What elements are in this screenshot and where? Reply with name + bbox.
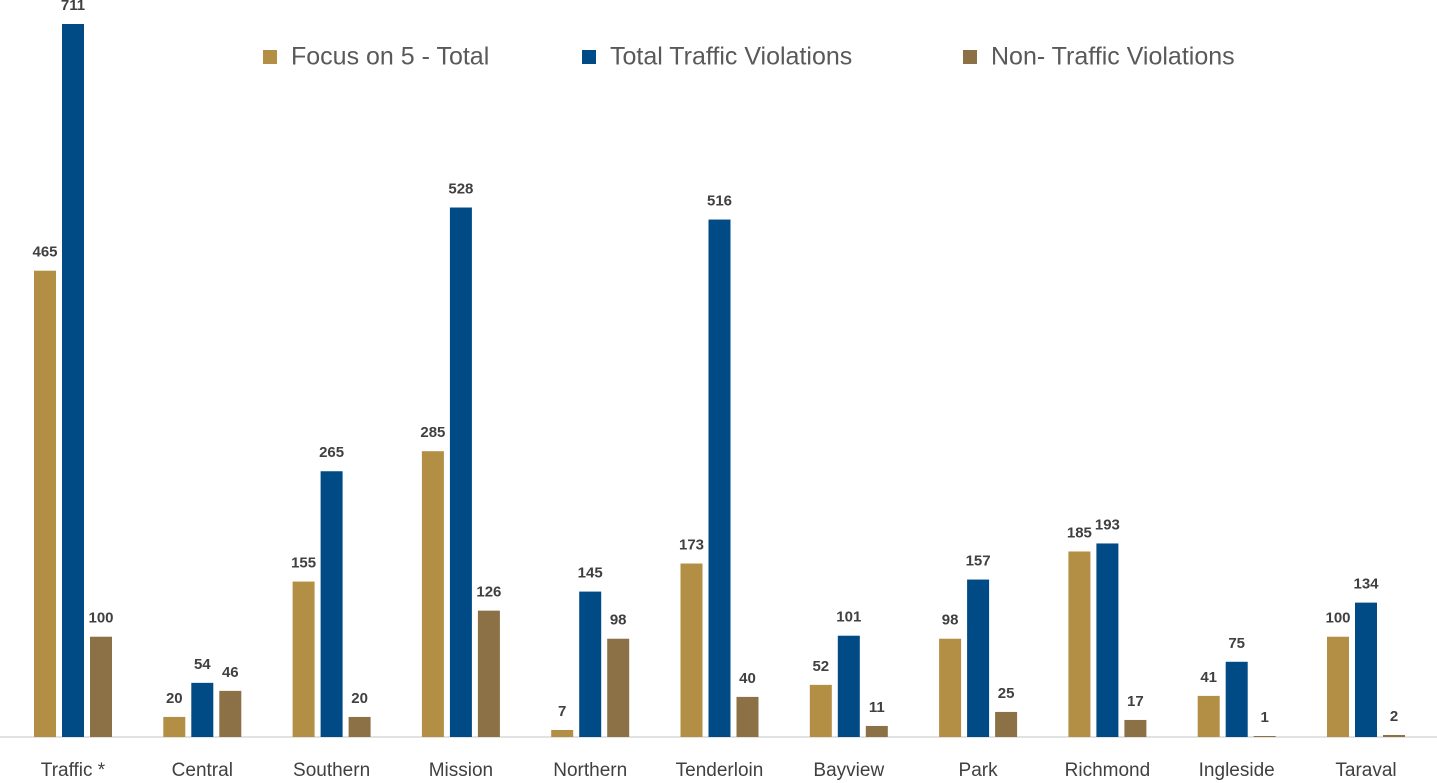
bar (421, 451, 444, 737)
bar (191, 682, 214, 737)
legend-swatch (963, 50, 977, 64)
value-label: 17 (1127, 693, 1144, 710)
value-label: 40 (739, 670, 756, 687)
bar (449, 207, 472, 737)
value-label: 75 (1228, 635, 1245, 652)
value-label: 465 (32, 244, 57, 261)
bar (348, 716, 371, 737)
value-label: 54 (194, 656, 211, 673)
value-label: 265 (319, 444, 344, 461)
legend-label: Non- Traffic Violations (991, 43, 1235, 71)
bar (1197, 695, 1220, 737)
bar (708, 219, 731, 737)
bar (607, 638, 630, 737)
value-label: 25 (998, 685, 1015, 702)
bar (579, 591, 602, 737)
x-tick-label: Southern (293, 760, 370, 781)
value-label: 52 (812, 658, 829, 675)
bar (163, 716, 186, 737)
x-tick-label: Traffic * (41, 760, 106, 781)
value-label: 20 (351, 690, 368, 707)
value-label: 41 (1200, 669, 1217, 686)
bar (680, 563, 703, 737)
bar (995, 711, 1018, 737)
value-label: 126 (476, 584, 501, 601)
value-label: 285 (420, 424, 445, 441)
x-tick-label: Northern (553, 760, 627, 781)
value-label: 193 (1095, 516, 1120, 533)
bar (219, 690, 242, 737)
x-tick-label: Taraval (1335, 760, 1396, 781)
bar (1253, 735, 1276, 737)
legend-label: Focus on 5 - Total (291, 43, 489, 71)
value-label: 7 (558, 703, 566, 720)
bar (1327, 636, 1349, 737)
bar (292, 581, 315, 737)
bar (1383, 734, 1405, 737)
bar (551, 729, 574, 737)
value-label: 1 (1261, 709, 1269, 726)
bar (1124, 719, 1147, 737)
value-label: 155 (291, 555, 316, 572)
value-label: 101 (836, 609, 861, 626)
bar (320, 471, 343, 737)
bar (967, 579, 990, 737)
value-label: 516 (707, 193, 732, 210)
value-label: 145 (578, 565, 603, 582)
bar (477, 610, 500, 737)
bar (34, 270, 56, 737)
value-label: 98 (942, 612, 959, 629)
x-tick-label: Park (959, 760, 999, 781)
bar (939, 638, 962, 737)
value-label: 100 (88, 610, 113, 627)
bar (1355, 602, 1377, 737)
legend-swatch (263, 50, 277, 64)
x-tick-label: Tenderloin (676, 760, 764, 781)
bar (1225, 661, 1248, 737)
value-label: 528 (448, 180, 473, 197)
x-tick-label: Mission (429, 760, 493, 781)
value-label: 711 (61, 0, 85, 14)
x-tick-label: Richmond (1065, 760, 1151, 781)
value-label: 134 (1353, 576, 1379, 593)
value-label: 11 (869, 699, 885, 716)
value-label: 20 (166, 690, 183, 707)
value-label: 2 (1390, 708, 1398, 725)
value-label: 100 (1325, 610, 1350, 627)
bar (837, 635, 860, 737)
bar (809, 684, 832, 737)
value-label: 46 (222, 664, 239, 681)
legend-label: Total Traffic Violations (610, 43, 852, 71)
value-label: 173 (679, 536, 704, 553)
value-label: 185 (1067, 524, 1092, 541)
bar (1068, 551, 1091, 737)
x-tick-label: Ingleside (1199, 760, 1275, 781)
bar (90, 636, 112, 737)
x-tick-label: Bayview (813, 760, 884, 781)
bar (1096, 543, 1119, 737)
value-label: 157 (966, 553, 991, 570)
x-tick-label: Central (172, 760, 233, 781)
bar (62, 24, 84, 737)
value-label: 98 (610, 612, 627, 629)
bar (865, 725, 888, 737)
bar (736, 696, 759, 737)
legend-swatch (582, 50, 596, 64)
